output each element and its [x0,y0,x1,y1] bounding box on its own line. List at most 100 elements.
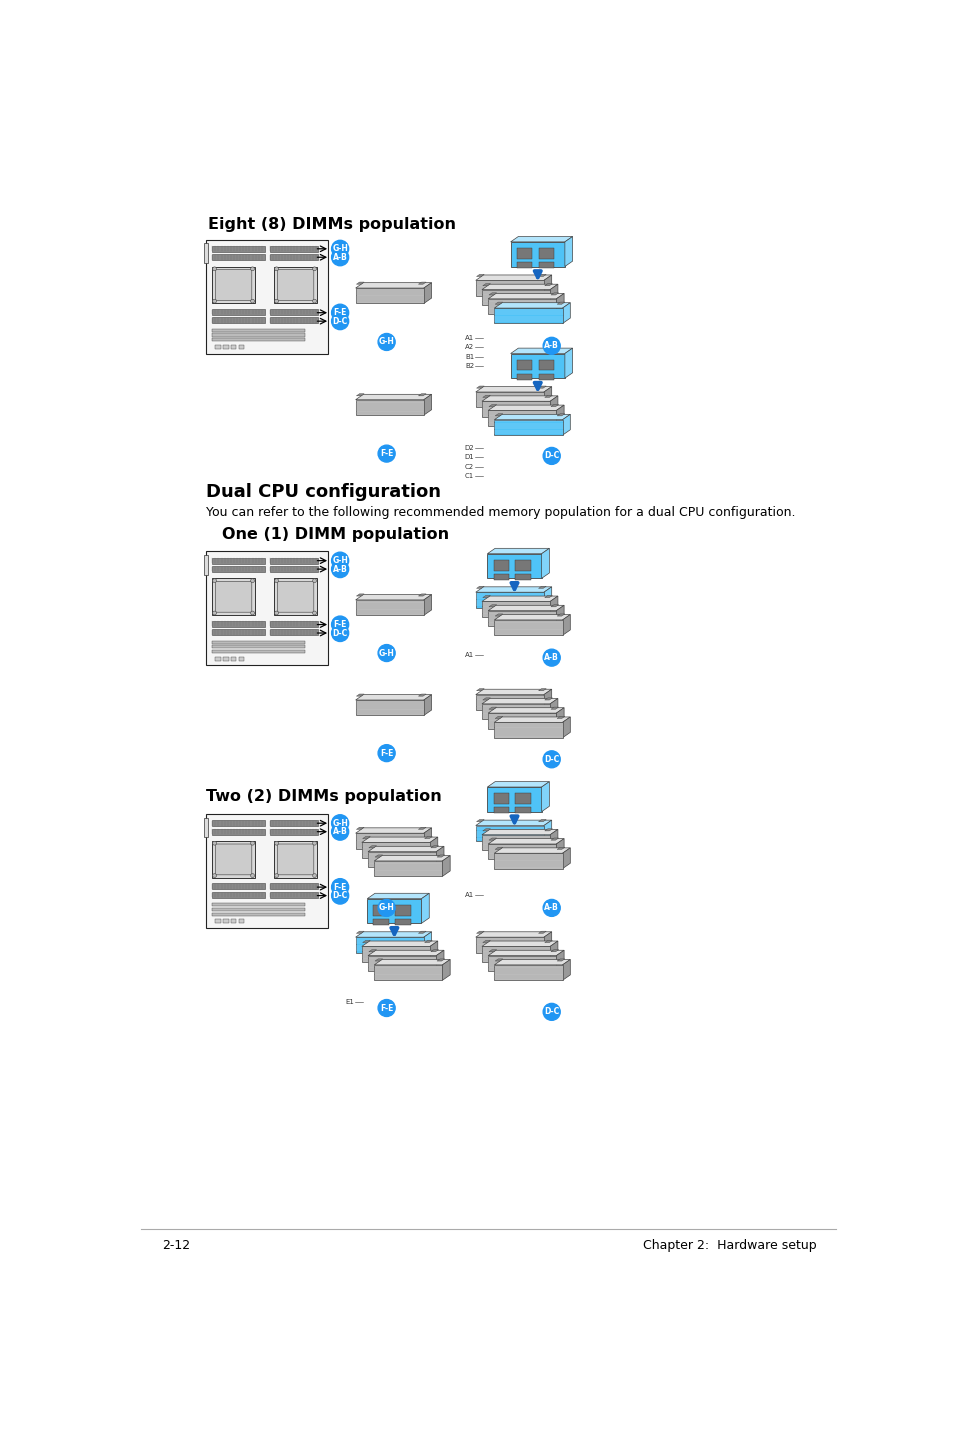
FancyBboxPatch shape [215,269,252,301]
Polygon shape [476,932,551,938]
Circle shape [332,552,348,569]
FancyBboxPatch shape [215,657,220,660]
Polygon shape [367,893,429,899]
FancyBboxPatch shape [215,844,252,874]
FancyBboxPatch shape [238,919,244,923]
Polygon shape [355,400,423,416]
Polygon shape [510,236,572,242]
FancyBboxPatch shape [204,818,208,837]
Text: G-H: G-H [378,649,395,657]
FancyBboxPatch shape [223,657,229,660]
Text: A-B: A-B [333,827,347,835]
FancyBboxPatch shape [212,841,254,877]
FancyBboxPatch shape [212,558,265,564]
Polygon shape [495,847,502,850]
Polygon shape [424,940,432,942]
Polygon shape [562,614,570,636]
Polygon shape [355,394,431,400]
Text: Chapter 2:  Hardware setup: Chapter 2: Hardware setup [642,1238,816,1251]
FancyBboxPatch shape [238,657,244,660]
Text: Two (2) DIMMs population: Two (2) DIMMs population [206,789,441,804]
FancyBboxPatch shape [212,578,254,615]
Polygon shape [476,587,484,588]
Polygon shape [481,285,558,289]
Circle shape [251,611,254,615]
Polygon shape [442,856,450,876]
Circle shape [313,267,316,270]
FancyBboxPatch shape [274,841,316,877]
Circle shape [251,578,254,582]
Polygon shape [537,932,546,933]
FancyBboxPatch shape [515,794,530,804]
Polygon shape [541,782,549,811]
Polygon shape [418,695,426,696]
Polygon shape [374,861,442,876]
Polygon shape [495,959,502,961]
Polygon shape [476,275,484,276]
Circle shape [332,823,348,840]
FancyBboxPatch shape [212,630,265,636]
Text: One (1) DIMM population: One (1) DIMM population [221,526,448,542]
Polygon shape [476,695,543,710]
Polygon shape [374,856,450,861]
Circle shape [542,338,559,354]
Polygon shape [557,414,564,416]
Polygon shape [374,959,450,965]
Polygon shape [557,614,564,615]
Circle shape [274,299,278,303]
Circle shape [542,649,559,666]
FancyBboxPatch shape [270,558,317,564]
FancyBboxPatch shape [373,919,389,925]
Text: F-E: F-E [334,620,347,628]
Polygon shape [488,293,497,295]
FancyBboxPatch shape [270,309,317,315]
Polygon shape [361,837,437,843]
FancyBboxPatch shape [215,345,220,349]
Polygon shape [418,394,426,395]
Polygon shape [476,825,543,841]
Polygon shape [488,956,556,971]
Polygon shape [550,838,558,840]
Polygon shape [550,940,558,962]
FancyBboxPatch shape [277,844,314,874]
Polygon shape [481,699,558,703]
Polygon shape [423,594,431,615]
FancyBboxPatch shape [212,820,265,827]
FancyBboxPatch shape [493,794,509,804]
FancyBboxPatch shape [212,650,305,653]
Polygon shape [482,595,490,598]
Polygon shape [476,932,484,933]
Polygon shape [494,420,562,436]
Polygon shape [476,689,551,695]
Polygon shape [355,600,423,615]
Polygon shape [488,605,563,611]
Polygon shape [423,394,431,416]
FancyBboxPatch shape [212,646,305,649]
Text: A2: A2 [464,344,474,351]
FancyBboxPatch shape [212,246,265,252]
Polygon shape [481,946,550,962]
Polygon shape [550,293,558,295]
FancyBboxPatch shape [206,551,328,666]
Polygon shape [367,899,421,923]
FancyBboxPatch shape [274,578,316,615]
Polygon shape [494,959,570,965]
FancyBboxPatch shape [206,240,328,354]
Polygon shape [436,959,444,961]
Polygon shape [550,395,558,417]
Polygon shape [488,838,563,844]
Polygon shape [482,283,490,286]
Circle shape [377,334,395,351]
Polygon shape [488,707,563,713]
Polygon shape [488,949,497,952]
Polygon shape [481,395,558,401]
Text: G-H: G-H [332,818,348,828]
Circle shape [332,624,348,641]
Polygon shape [355,828,431,833]
FancyBboxPatch shape [277,269,314,301]
Polygon shape [442,959,450,981]
Polygon shape [487,548,549,554]
Polygon shape [537,820,546,821]
Text: A-B: A-B [544,341,558,351]
Circle shape [251,841,254,846]
